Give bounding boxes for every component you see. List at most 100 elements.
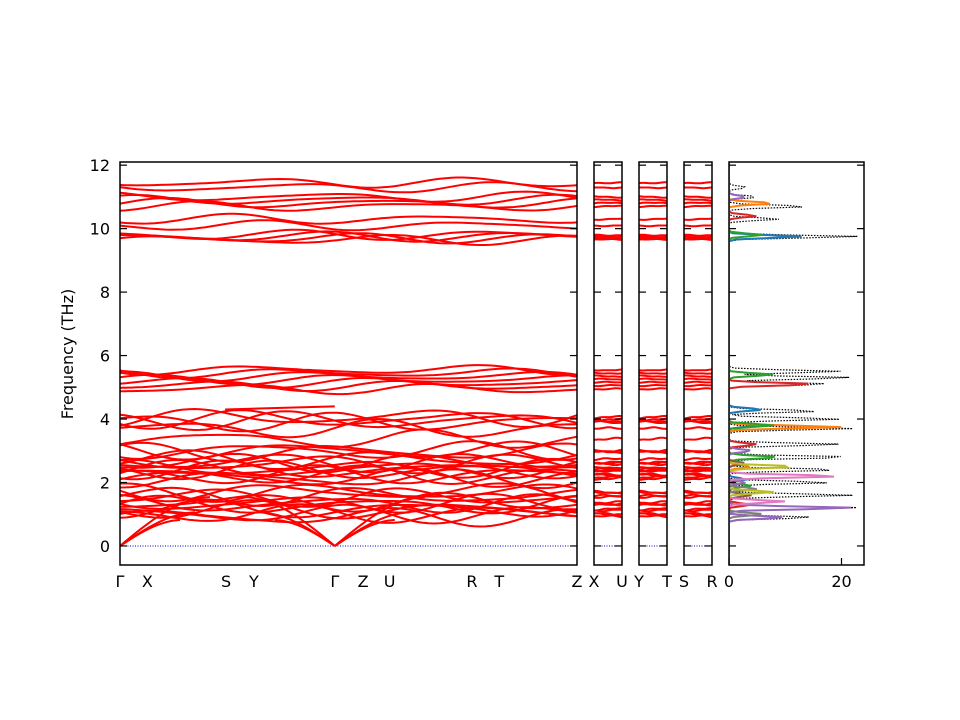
phonon-band	[120, 482, 577, 503]
phonon-band	[120, 441, 577, 463]
phonon-band	[639, 380, 667, 384]
phonon-band	[120, 176, 577, 189]
phonon-band	[120, 492, 577, 514]
phonon-band	[639, 500, 667, 505]
phonon-band	[594, 500, 622, 505]
phonon-band	[594, 198, 622, 202]
acoustic-branch	[274, 518, 336, 547]
phonon-band	[639, 466, 667, 471]
phonon-band	[120, 379, 577, 392]
phonon-band	[120, 407, 577, 428]
dos-lines	[729, 162, 858, 565]
phonon-band	[684, 473, 712, 478]
phonon-band	[120, 409, 577, 430]
phonon-band	[594, 466, 622, 471]
phonon-band	[684, 507, 712, 512]
x-tick-label: S	[221, 572, 231, 591]
phonon-band	[120, 193, 577, 206]
phonon-band	[684, 490, 712, 494]
phonon-band	[639, 217, 667, 221]
phonon-band	[684, 204, 712, 209]
phonon-band	[684, 426, 712, 430]
phonon-band	[684, 387, 712, 391]
phonon-band	[639, 224, 667, 228]
acoustic-branch	[120, 518, 181, 547]
phonon-band	[639, 507, 667, 512]
x-tick-label: Γ	[330, 572, 339, 591]
x-tick-label: X	[142, 572, 153, 591]
phonon-band	[594, 233, 622, 237]
phonon-band	[639, 374, 667, 378]
phonon-band	[684, 195, 712, 199]
phonon-band	[120, 428, 577, 449]
acoustic-branch	[120, 511, 196, 547]
x-tick-label: Y	[633, 572, 644, 591]
phonon-band	[120, 364, 577, 377]
phonon-band	[639, 368, 667, 372]
phonon-band	[639, 387, 667, 391]
phonon-band	[639, 377, 667, 381]
x-tick-label: T	[493, 572, 504, 591]
phonon-band	[120, 499, 577, 520]
y-tick-label: 4	[100, 410, 110, 429]
phonon-band	[120, 190, 577, 203]
phonon-band	[684, 457, 712, 462]
band-lines	[639, 181, 667, 547]
acoustic-branch	[334, 496, 425, 547]
phonon-band	[639, 181, 667, 185]
phonon-band	[594, 195, 622, 199]
band-lines	[684, 181, 712, 547]
panel-frame	[119, 161, 578, 566]
phonon-band	[639, 493, 667, 498]
phonon-band	[684, 377, 712, 381]
phonon-band	[120, 219, 577, 232]
phonon-band	[594, 512, 622, 517]
phonon-band	[594, 473, 622, 478]
phonon-band	[594, 493, 622, 498]
phonon-band	[684, 368, 712, 372]
phonon-band	[120, 382, 577, 396]
y-tick-label: 10	[90, 220, 110, 239]
phonon-band	[639, 233, 667, 237]
y-tick-label: 0	[100, 537, 110, 556]
phonon-band	[594, 368, 622, 372]
phonon-band	[594, 436, 622, 441]
phonon-band	[684, 500, 712, 505]
phonon-band	[639, 198, 667, 202]
phonon-band	[684, 448, 712, 453]
phonon-band	[684, 186, 712, 190]
x-tick-label: Γ	[116, 572, 125, 591]
phonon-band	[639, 186, 667, 190]
phonon-band	[639, 457, 667, 462]
x-tick-label: X	[589, 572, 600, 591]
phonon-band	[639, 436, 667, 441]
phonon-band	[594, 384, 622, 388]
x-tick-label: S	[679, 572, 689, 591]
x-tick-label: U	[384, 572, 396, 591]
phonon-band	[684, 476, 712, 481]
band-lines	[594, 181, 622, 547]
panel-frame	[683, 161, 713, 566]
phonon-band	[639, 473, 667, 478]
dos-x-tick-label: 20	[831, 572, 851, 591]
phonon-band	[594, 224, 622, 228]
phonon-band	[120, 370, 577, 383]
phonon-band	[594, 380, 622, 384]
phonon-band	[120, 491, 577, 513]
x-tick-label: R	[706, 572, 717, 591]
phonon-band	[225, 405, 335, 411]
phonon-band	[120, 367, 577, 380]
phonon-band	[120, 464, 577, 486]
phonon-band	[684, 384, 712, 388]
phonon-band	[594, 387, 622, 391]
dos-x-tick-label: 0	[724, 572, 734, 591]
phonon-band	[639, 201, 667, 205]
phonon-band	[594, 448, 622, 453]
phonon-band	[684, 198, 712, 202]
x-tick-label: Z	[572, 572, 583, 591]
phonon-band	[594, 476, 622, 481]
dos-frame	[728, 161, 865, 566]
